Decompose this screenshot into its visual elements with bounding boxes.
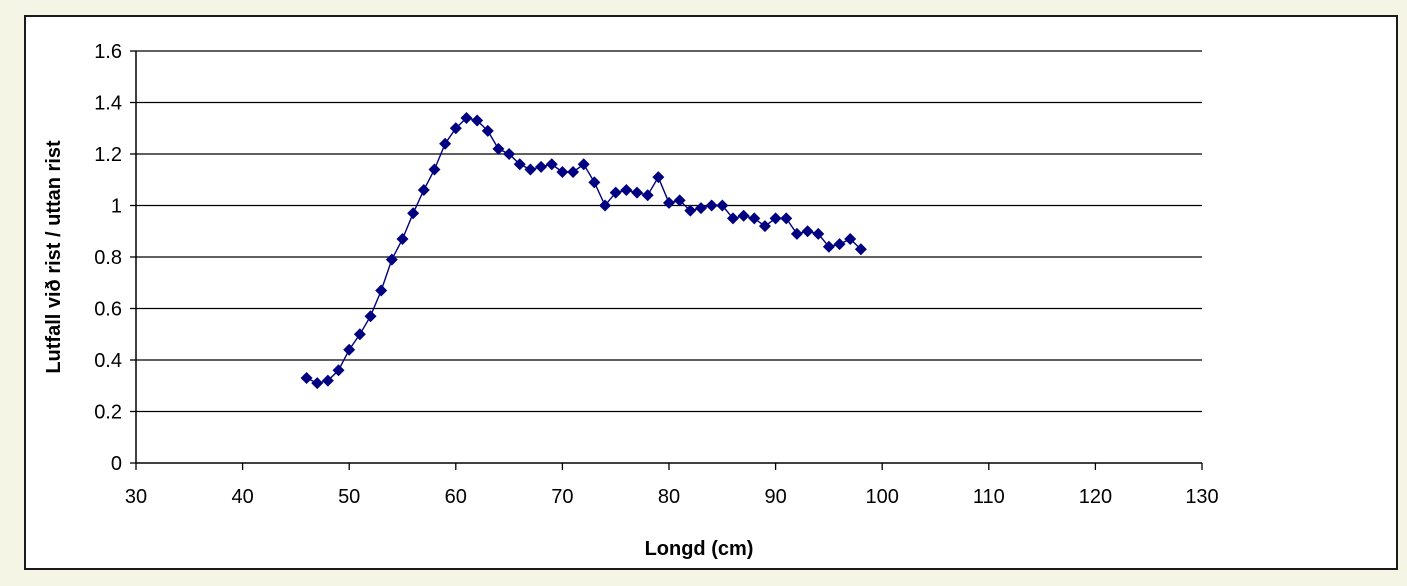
data-point: [556, 166, 569, 179]
y-tick-label: 1.4: [94, 93, 122, 115]
data-point: [343, 343, 356, 356]
x-tick-label: 100: [866, 486, 899, 508]
data-point: [673, 194, 686, 207]
y-tick-label: 0.4: [94, 350, 122, 372]
data-point: [535, 160, 548, 173]
x-tick-label: 90: [764, 486, 786, 508]
y-tick-label: 1.2: [94, 144, 122, 166]
data-point: [620, 184, 633, 197]
data-point: [353, 328, 366, 341]
data-point: [439, 137, 452, 150]
data-point: [364, 310, 377, 323]
y-tick-label: 1: [111, 196, 122, 218]
data-point: [854, 243, 867, 256]
data-point: [822, 240, 835, 253]
data-point: [449, 122, 462, 135]
x-tick-label: 80: [658, 486, 680, 508]
series-line: [306, 117, 862, 384]
data-point: [599, 199, 612, 212]
data-point: [705, 199, 718, 212]
line-chart: 30 40 50 60 70 80 90 100 110 120 130 0 0.2 0.4 0.6 0.8…: [43, 41, 1219, 560]
data-point: [407, 207, 420, 220]
data-point: [652, 171, 665, 184]
data-point: [812, 227, 825, 240]
data-point: [300, 372, 313, 385]
gridlines: [136, 50, 1202, 413]
data-point: [801, 225, 814, 238]
data-point: [492, 142, 505, 155]
data-point: [567, 166, 580, 179]
data-point: [417, 184, 430, 197]
data-point: [748, 212, 761, 225]
data-point: [663, 196, 675, 209]
x-tick-label: 130: [1185, 486, 1218, 508]
x-tick-label: 60: [445, 486, 467, 508]
data-point: [684, 204, 697, 217]
data-point: [737, 209, 750, 222]
x-ticks: 30 40 50 60 70 80 90 100 110 120 130: [125, 463, 1219, 508]
data-point: [716, 199, 729, 212]
data-point: [577, 158, 590, 171]
data-point: [311, 377, 324, 390]
data-point: [513, 158, 526, 171]
data-point: [524, 163, 537, 176]
data-point: [385, 253, 398, 266]
data-point: [545, 158, 558, 171]
data-point: [588, 176, 601, 189]
data-point: [790, 227, 803, 240]
y-tick-label: 0.6: [94, 299, 122, 321]
data-point: [481, 124, 494, 137]
y-tick-label: 0: [111, 453, 122, 475]
data-point: [769, 212, 782, 225]
y-tick-label: 0.8: [94, 247, 122, 269]
y-tick-label: 0.2: [94, 402, 122, 424]
x-axis-title: Longd (cm): [645, 538, 754, 560]
data-point: [609, 186, 622, 199]
x-tick-label: 110: [973, 486, 1005, 508]
y-ticks: 0 0.2 0.4 0.6 0.8 1 1.2 1.4 1.6: [94, 41, 136, 475]
y-axis-title: Lutfall við rist / uttan rist: [43, 140, 65, 374]
y-tick-label: 1.6: [94, 41, 122, 63]
data-point: [332, 364, 345, 377]
data-point: [428, 163, 441, 176]
data-point: [503, 148, 516, 160]
data-point: [631, 186, 644, 199]
data-point: [471, 114, 484, 127]
data-point: [694, 202, 707, 215]
data-point: [758, 220, 771, 233]
x-tick-label: 50: [338, 486, 360, 508]
x-tick-label: 30: [125, 486, 147, 508]
chart-frame: 30 40 50 60 70 80 90 100 110 120 130 0 0.2 0.4 0.6 0.8…: [24, 15, 1398, 570]
data-point: [396, 232, 409, 245]
data-point: [460, 111, 473, 124]
data-point: [375, 284, 388, 297]
data-point: [726, 212, 739, 225]
data-point: [641, 189, 654, 202]
x-tick-label: 70: [551, 486, 573, 508]
data-series: [300, 111, 867, 390]
data-point: [780, 212, 793, 225]
x-tick-label: 120: [1079, 486, 1112, 508]
data-point: [833, 238, 846, 251]
x-tick-label: 40: [231, 486, 253, 508]
data-point: [844, 232, 857, 245]
data-point: [321, 374, 334, 387]
